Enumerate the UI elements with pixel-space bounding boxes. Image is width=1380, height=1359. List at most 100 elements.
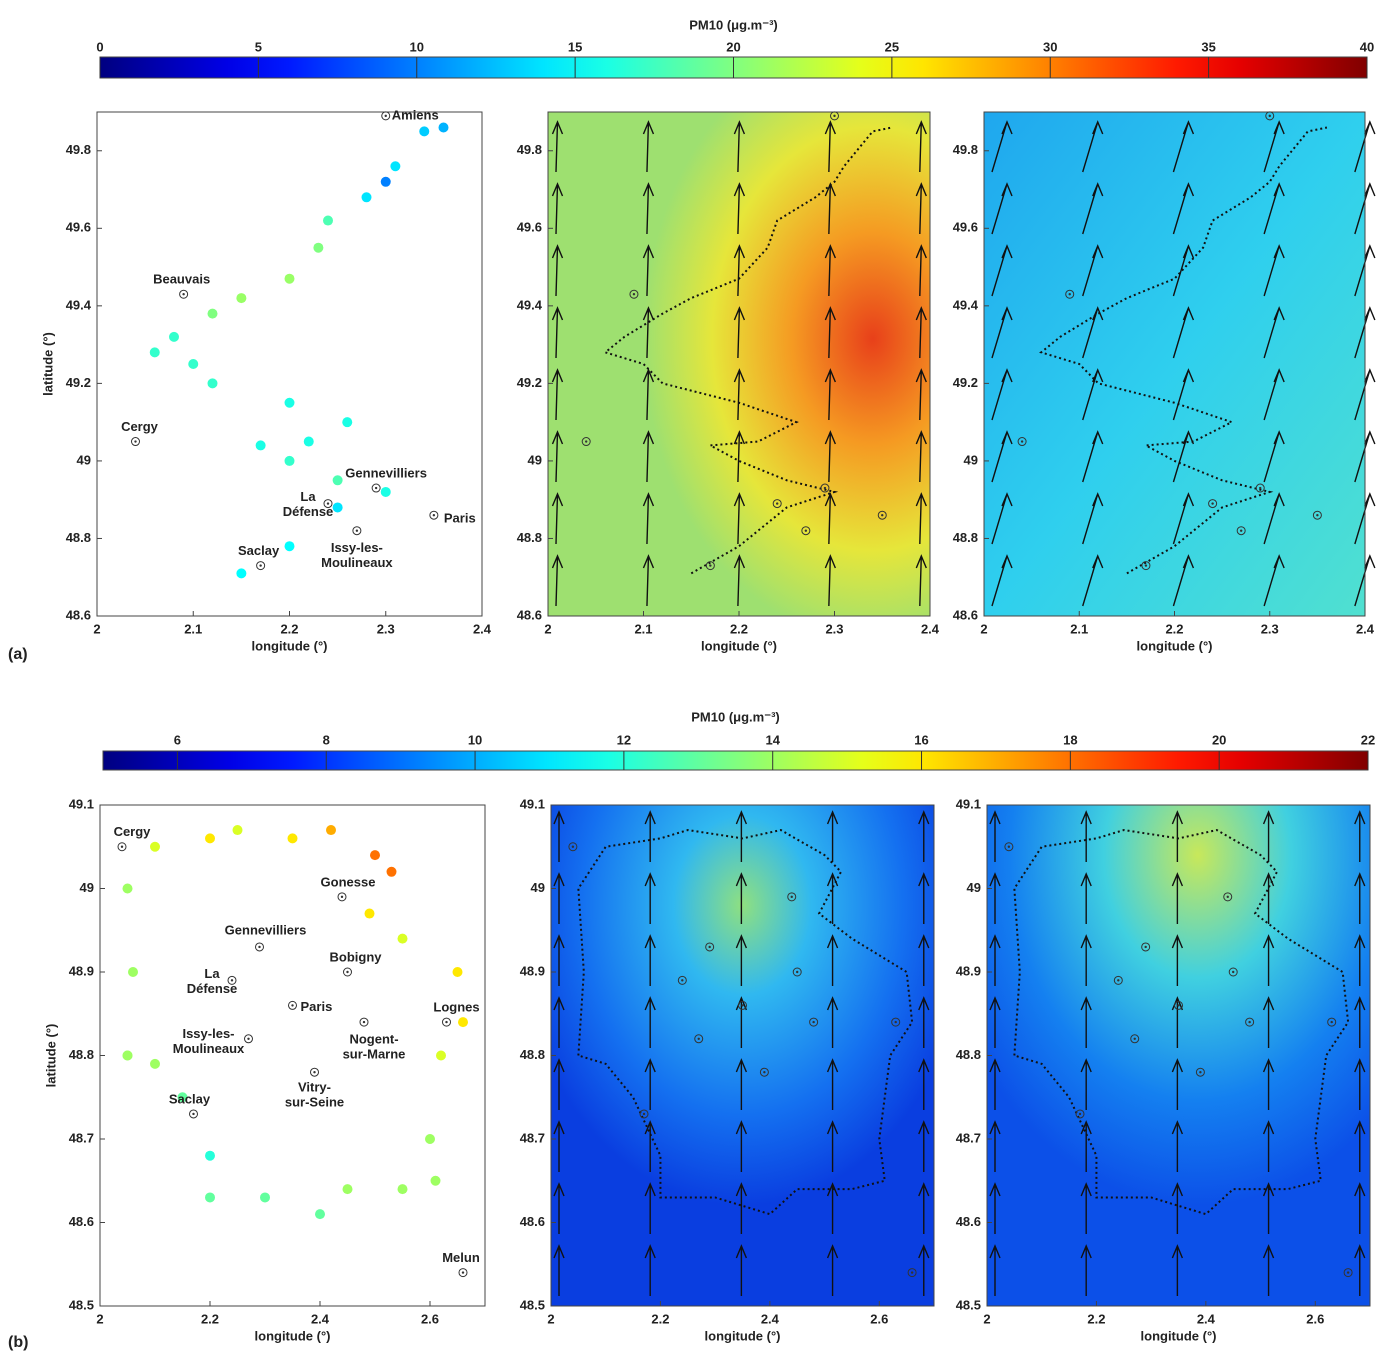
station-marker — [1245, 1017, 1255, 1027]
wind-arrow — [1080, 1244, 1092, 1296]
wind-arrow — [1080, 1120, 1092, 1172]
x-tick-label: 2 — [983, 1311, 990, 1326]
wind-arrow — [551, 306, 564, 359]
x-tick-label: 2.2 — [280, 621, 298, 636]
station-marker — [343, 967, 352, 977]
wind-arrow — [642, 182, 655, 235]
wind-arrow — [918, 996, 930, 1048]
track-point — [169, 331, 179, 342]
x-tick-label: 2.2 — [1165, 621, 1183, 636]
station-marker — [830, 111, 839, 121]
station-marker — [256, 561, 266, 571]
station-dot — [776, 502, 779, 505]
station-dot — [355, 529, 359, 532]
station-dot — [346, 970, 349, 974]
colorbar-tick-label: 25 — [885, 39, 899, 54]
station-dot — [1239, 529, 1243, 532]
wind-arrow — [553, 1120, 565, 1172]
wind-arrow — [553, 1058, 565, 1110]
y-tick-label: 49.1 — [956, 796, 981, 811]
station-dot — [259, 564, 262, 567]
track-point — [332, 502, 343, 513]
station-label: La — [300, 489, 316, 504]
wind-arrow — [824, 244, 837, 297]
wind-arrow — [1080, 1058, 1092, 1110]
y-tick-label: 48.9 — [956, 963, 981, 978]
wind-arrow — [1172, 306, 1195, 359]
track-line — [603, 126, 892, 575]
colorbar — [102, 750, 1369, 771]
station-dot — [833, 114, 836, 118]
wind-arrow — [1354, 306, 1376, 359]
station-marker — [310, 1067, 319, 1077]
y-tick-label: 48.9 — [520, 963, 545, 978]
track-point — [313, 242, 324, 253]
station-label: Paris — [301, 999, 333, 1014]
wind-arrow — [915, 120, 927, 173]
x-tick-label: 2 — [980, 621, 987, 636]
wind-arrow — [918, 1120, 930, 1172]
station-label: Défense — [283, 504, 334, 519]
wind-arrow — [553, 1244, 565, 1296]
station-dot — [1133, 1037, 1136, 1041]
station-marker — [705, 942, 715, 952]
x-tick-label: 2.4 — [1197, 1311, 1216, 1326]
track-point — [150, 1058, 160, 1069]
wind-arrow — [1082, 430, 1104, 483]
wind-arrow — [1354, 492, 1376, 545]
wind-arrow — [642, 430, 655, 483]
y-tick-label: 49 — [77, 452, 91, 467]
wind-arrow — [551, 430, 564, 483]
wind-arrow — [1172, 554, 1195, 607]
station-marker — [629, 289, 639, 299]
station-dot — [881, 514, 884, 517]
station-dot — [1330, 1020, 1333, 1024]
y-tick-label: 48.8 — [956, 1047, 981, 1062]
station-label: Beauvais — [153, 272, 210, 287]
station-dot — [1117, 979, 1120, 982]
station-dot — [632, 293, 636, 296]
y-tick-label: 49 — [528, 452, 542, 467]
x-axis-label: longitude (°) — [252, 638, 328, 653]
y-tick-label: 48.9 — [69, 963, 94, 978]
track-point — [303, 436, 314, 447]
station-marker — [792, 967, 802, 977]
wind-arrow — [918, 872, 930, 924]
station-marker — [371, 483, 381, 493]
wind-arrow — [1354, 872, 1366, 924]
station-dot — [313, 1071, 316, 1074]
wind-arrow — [1263, 368, 1285, 421]
wind-arrow — [1354, 1120, 1366, 1172]
wind-arrow — [1171, 1182, 1184, 1234]
station-marker — [117, 842, 127, 852]
y-axis-label: latitude (°) — [40, 332, 55, 396]
y-tick-label: 49.8 — [517, 142, 542, 157]
wind-arrow — [989, 1120, 1001, 1172]
station-dot — [790, 895, 793, 899]
x-tick-label: 2.2 — [1087, 1311, 1105, 1326]
x-tick-label: 2.4 — [311, 1311, 330, 1326]
wind-arrow — [989, 810, 1001, 862]
station-dot — [1226, 895, 1229, 899]
wind-arrow — [1171, 1120, 1184, 1172]
wind-arrow — [551, 368, 564, 421]
colorbar-tick-label: 12 — [617, 732, 631, 747]
track-point — [370, 850, 380, 861]
wind-arrow — [1263, 120, 1285, 173]
wind-arrow — [1080, 872, 1092, 924]
station-label: Moulineaux — [321, 555, 393, 570]
station-dot — [384, 114, 387, 118]
wind-arrow — [1263, 430, 1285, 483]
station-dot — [910, 1271, 914, 1274]
wind-arrow — [733, 182, 746, 235]
wind-arrow — [1262, 1182, 1275, 1234]
x-tick-label: 2 — [93, 621, 100, 636]
wind-arrow — [915, 182, 927, 235]
track-point — [205, 1192, 215, 1203]
station-marker — [1236, 526, 1246, 536]
wind-arrow — [1171, 872, 1184, 924]
wind-arrow — [1262, 810, 1275, 862]
station-dot — [1020, 440, 1024, 443]
station-marker — [323, 499, 333, 509]
y-tick-label: 48.7 — [956, 1130, 981, 1145]
